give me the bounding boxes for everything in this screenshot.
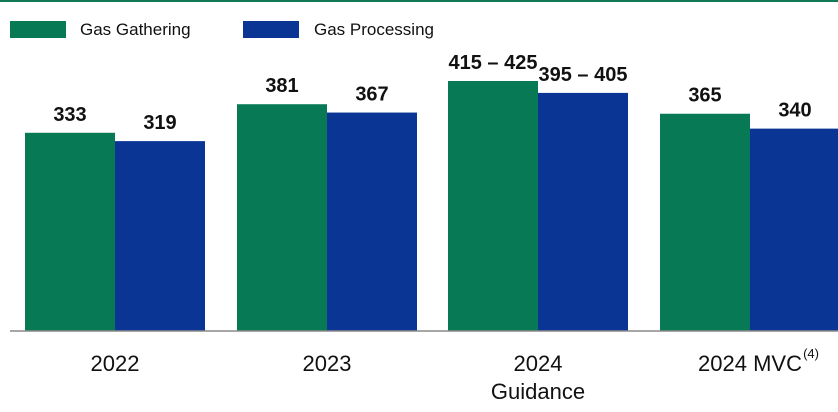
category-label-1: 2023 [303,351,352,376]
value-label-processing-3: 340 [778,100,811,122]
bars-group [25,81,838,332]
bar-gathering-3 [660,113,750,331]
value-label-gathering-1: 381 [265,75,298,97]
value-label-gathering-2: 415 – 425 [449,52,538,74]
legend: Gas Gathering Gas Processing [10,20,434,39]
value-label-gathering-0: 333 [53,104,86,126]
value-label-gathering-3: 365 [688,85,721,107]
legend-label-gas-processing: Gas Processing [314,20,434,39]
bar-processing-2 [538,92,628,332]
category-label-2: 2024 [514,351,563,376]
bar-processing-0 [115,141,205,331]
category-labels-group: 2022 2023 2024 Guidance 2024 MVC (4) [91,346,819,404]
bar-gathering-2 [448,81,538,331]
bar-gathering-0 [25,132,115,331]
bar-processing-1 [327,112,417,331]
category-footnote-3: (4) [803,346,819,361]
value-labels-group: 333 381 415 – 425 365 319 367 395 – 405 340 [53,52,811,134]
legend-swatch-gas-processing [243,21,299,38]
value-label-processing-2: 395 – 405 [539,64,628,86]
legend-swatch-gas-gathering [10,21,66,38]
bar-processing-3 [750,128,838,331]
category-label-0: 2022 [91,351,140,376]
category-label-3: 2024 MVC [698,351,802,376]
legend-label-gas-gathering: Gas Gathering [80,20,191,39]
value-label-processing-1: 367 [355,84,388,106]
value-label-processing-0: 319 [143,112,176,134]
bar-gathering-1 [237,104,327,331]
category-label-line2-2: Guidance [491,379,585,404]
